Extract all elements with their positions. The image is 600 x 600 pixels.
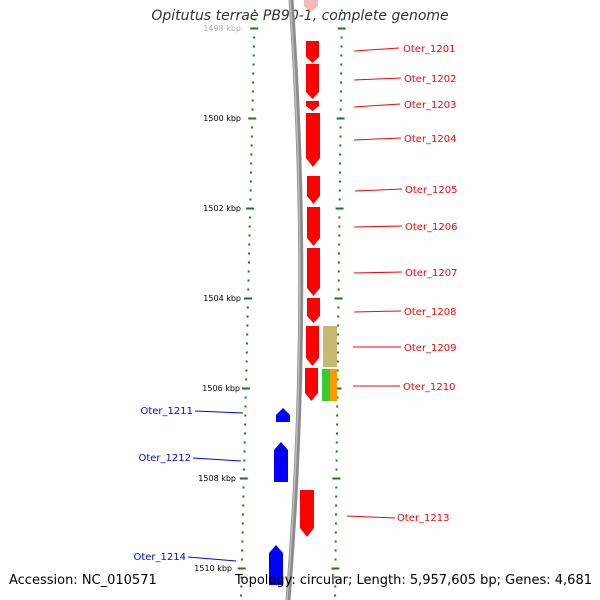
scale-label: 1506 kbp [202,384,240,393]
gene-arrow-oter-1211[interactable] [276,408,290,422]
gene-label-oter-1210[interactable]: Oter_1210 [403,382,456,393]
gene-arrow-oter-1204[interactable] [306,113,320,167]
genome-backbone [285,0,304,600]
domain-block-orange [330,369,337,401]
genome-summary-text: Topology: circular; Length: 5,957,605 bp… [234,573,592,588]
gene-arrow-faded [304,0,318,12]
scale-label: 1508 kbp [198,474,236,483]
gene-label-oter-1209[interactable]: Oter_1209 [404,343,457,354]
gene-label-oter-1206[interactable]: Oter_1206 [405,222,458,233]
scale-ticks-right [331,9,346,597]
gene-leader-lines-reverse [187,410,244,562]
gene-arrow-oter-1205[interactable] [307,176,320,204]
gene-arrow-oter-1206[interactable] [307,207,320,246]
gene-arrow-oter-1209[interactable] [306,326,319,366]
scale-label: 1504 kbp [203,294,241,303]
gene-arrow-oter-1210[interactable] [305,368,318,401]
gene-arrow-oter-1212[interactable] [274,442,288,482]
gene-arrow-oter-1203[interactable] [306,101,319,111]
scale-label: 1498 kbp [203,24,241,33]
gene-label-oter-1201[interactable]: Oter_1201 [403,44,456,55]
domain-block-olive [323,326,337,367]
domain-block-green [322,369,330,401]
gene-label-oter-1203[interactable]: Oter_1203 [404,100,457,111]
scale-label: 1500 kbp [203,114,241,123]
scale-label: 1502 kbp [203,204,241,213]
gene-label-oter-1213[interactable]: Oter_1213 [397,513,450,524]
gene-arrow-oter-1208[interactable] [307,298,320,323]
gene-leader-lines-forward [346,47,403,519]
gene-arrow-oter-1214[interactable] [269,545,283,585]
gene-label-oter-1205[interactable]: Oter_1205 [405,185,458,196]
gene-arrow-oter-1202[interactable] [306,64,319,99]
gene-arrow-oter-1207[interactable] [307,248,320,296]
gene-label-oter-1211[interactable]: Oter_1211 [140,406,193,417]
accession-text: Accession: NC_010571 [9,573,157,588]
scale-label: 1510 kbp [194,564,232,573]
gene-label-oter-1208[interactable]: Oter_1208 [404,307,457,318]
map-title: Opitutus terrae PB90-1, complete genome [151,8,449,24]
gene-arrow-oter-1213[interactable] [300,490,314,537]
gene-label-oter-1202[interactable]: Oter_1202 [404,74,457,85]
gene-arrow-oter-1201[interactable] [306,41,319,63]
gene-label-oter-1214[interactable]: Oter_1214 [133,552,186,563]
gene-label-oter-1212[interactable]: Oter_1212 [138,453,191,464]
gene-label-oter-1207[interactable]: Oter_1207 [405,268,458,279]
genome-backbone-highlight [286,0,301,600]
gene-label-oter-1204[interactable]: Oter_1204 [404,134,457,145]
scale-ticks-left [237,9,259,597]
